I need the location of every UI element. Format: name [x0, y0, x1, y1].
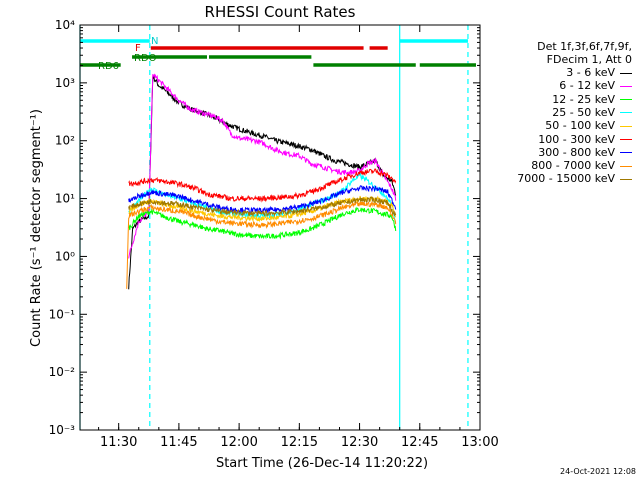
series-line-6	[128, 185, 397, 214]
x-axis-label: Start Time (26-Dec-14 11:20:22)	[216, 456, 428, 471]
x-tick-label: 11:45	[160, 435, 197, 450]
legend-entry: 7000 - 15000 keV	[517, 172, 632, 185]
y-axis-label: Count Rate (s⁻¹ detector segment⁻¹)	[29, 109, 44, 347]
legend-entry-label: 25 - 50 keV	[552, 105, 615, 119]
legend-swatch	[620, 85, 632, 87]
series-line-5	[128, 168, 397, 203]
y-tick-label: 10²	[55, 134, 75, 148]
legend-swatch	[620, 152, 632, 154]
x-tick-label: 12:00	[220, 435, 257, 450]
legend-swatch	[620, 72, 632, 74]
legend-entry-label: 3 - 6 keV	[566, 66, 615, 79]
series-line-0	[128, 75, 397, 290]
legend-entry: 25 - 50 keV	[552, 106, 632, 119]
legend-entry: 3 - 6 keV	[566, 66, 632, 79]
flag-label-rd6: RD6	[98, 61, 119, 72]
flag-label-flare: F	[135, 43, 141, 54]
flag-label-rdo: RDO	[134, 53, 157, 64]
y-tick-label: 10⁻³	[49, 423, 76, 437]
legend-entry-label: 100 - 300 keV	[538, 132, 615, 146]
y-tick-label: 10⁻²	[49, 365, 76, 379]
legend-swatch	[620, 125, 632, 127]
x-tick-label: 12:30	[341, 435, 378, 450]
legend-entry-label: 12 - 25 keV	[552, 92, 615, 106]
y-tick-label: 10⁴	[55, 18, 75, 32]
series-line-8	[128, 196, 397, 218]
y-tick-label: 10¹	[55, 192, 75, 206]
footer-timestamp: 24-Oct-2021 12:08	[560, 467, 636, 476]
legend-swatch	[620, 178, 632, 180]
legend-entry-label: 6 - 12 keV	[559, 79, 615, 93]
series-line-2	[128, 206, 397, 240]
legend-swatch	[620, 165, 632, 167]
plot-frame	[79, 24, 481, 431]
y-tick-label: 10³	[55, 76, 75, 90]
flag-label-night: N	[151, 36, 158, 47]
series-line-1	[128, 73, 397, 259]
series-line-3	[128, 171, 397, 223]
legend-entry-label: 800 - 7000 keV	[531, 159, 615, 173]
y-tick-label: 10⁻¹	[49, 307, 76, 321]
x-tick-label: 13:00	[461, 435, 498, 450]
x-tick-label: 12:45	[401, 435, 438, 450]
legend-entry: 6 - 12 keV	[559, 79, 632, 92]
legend-swatch	[620, 112, 632, 114]
legend-entry-label: 300 - 800 keV	[538, 145, 615, 159]
legend-entry: 50 - 100 keV	[545, 119, 632, 132]
legend-entry: 300 - 800 keV	[538, 146, 632, 159]
legend-swatch	[620, 139, 632, 140]
legend-header-1: Det 1f,3f,6f,7f,9f,	[537, 40, 632, 53]
legend-entry: 100 - 300 keV	[538, 133, 632, 146]
legend-swatch	[620, 99, 632, 101]
legend-entry-label: 50 - 100 keV	[545, 119, 615, 133]
x-tick-label: 12:15	[281, 435, 318, 450]
chart-title: RHESSI Count Rates	[205, 3, 356, 21]
legend-header-2: FDecim 1, Att 0	[546, 53, 632, 66]
legend-entry-label: 7000 - 15000 keV	[517, 172, 615, 186]
y-tick-label: 10⁰	[55, 249, 75, 263]
legend-entry: 12 - 25 keV	[552, 93, 632, 106]
legend-entry: 800 - 7000 keV	[531, 159, 632, 172]
x-tick-label: 11:30	[100, 435, 137, 450]
series-line-7	[126, 201, 397, 289]
